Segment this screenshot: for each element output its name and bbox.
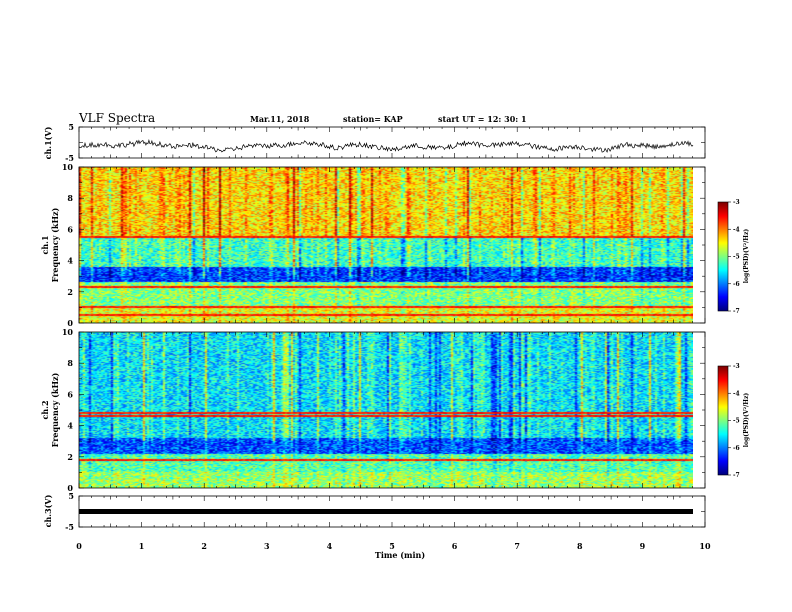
spec2-axis-label-freq: Frequency (kHz) xyxy=(50,372,60,447)
ch1-waveform-line xyxy=(78,139,694,153)
colorbar-ch1-tick-label: -3 xyxy=(733,199,740,206)
spec2-y-tick-label: 4 xyxy=(67,421,73,431)
colorbar-ch2 xyxy=(717,365,729,476)
panel-frame-s1 xyxy=(78,166,706,324)
colorbar-ch1-tick-label: -5 xyxy=(733,254,740,261)
x-tick-label: 8 xyxy=(577,541,583,551)
x-tick-label: 1 xyxy=(139,541,145,551)
frame-layer xyxy=(78,126,706,528)
spec2-axis-label-ch: ch.2 xyxy=(40,400,50,419)
waveform-layer xyxy=(78,139,694,514)
panel-frame-w1 xyxy=(78,126,706,159)
spec1-y-tick-label: 2 xyxy=(67,287,73,297)
spec1-axis-label-freq: Frequency (kHz) xyxy=(50,207,60,282)
x-tick-label: 9 xyxy=(640,541,646,551)
colorbar-ch2-tick-label: -6 xyxy=(733,445,740,452)
x-tick-label: 4 xyxy=(327,541,333,551)
colorbar-ch2-tick-label: -3 xyxy=(733,363,740,370)
spec1-y-tick-label: 0 xyxy=(67,318,73,328)
ch3-y-tick-label: -5 xyxy=(65,522,74,532)
start-time-label: start UT = 12: 30: 1 xyxy=(438,114,527,124)
x-tick-label: 5 xyxy=(389,541,395,551)
spec1-y-tick-label: 8 xyxy=(67,193,73,203)
x-tick-label: 3 xyxy=(264,541,270,551)
ch1-y-tick-label: -5 xyxy=(65,153,74,163)
panel-frame-w3 xyxy=(78,495,706,528)
spec1-y-tick-label: 6 xyxy=(67,224,73,234)
x-axis-label: Time (min) xyxy=(375,550,425,560)
spec1-y-tick-label: 4 xyxy=(67,256,73,266)
station-label: station= KAP xyxy=(343,114,403,124)
spec2-y-tick-label: 8 xyxy=(67,358,73,368)
ch3-axis-label: ch.3(V) xyxy=(43,494,53,527)
ch3-y-tick-label: 5 xyxy=(68,491,74,501)
figure-title: VLF Spectra xyxy=(78,111,155,125)
x-tick-label: 0 xyxy=(76,541,82,551)
ch1-axis-label: ch.1(V) xyxy=(43,126,53,159)
colorbar-ch2-tick-label: -5 xyxy=(733,418,740,425)
ch1-y-tick-label: 5 xyxy=(68,122,74,132)
x-tick-label: 7 xyxy=(514,541,520,551)
x-tick-label: 2 xyxy=(201,541,207,551)
colorbar-ch1-tick-label: -7 xyxy=(733,308,740,315)
colorbar-ch2-title: log(PSD)(V²/Hz) xyxy=(743,393,750,448)
date-label: Mar.11, 2018 xyxy=(250,114,310,124)
spectrogram-ch2 xyxy=(79,332,693,488)
spectrogram-ch1 xyxy=(79,167,693,323)
x-tick-label: 10 xyxy=(699,541,711,551)
x-tick-label: 6 xyxy=(452,541,458,551)
spec1-y-tick-label: 10 xyxy=(62,162,74,172)
colorbar-ch2-tick-label: -7 xyxy=(733,472,740,479)
colorbar-ch1 xyxy=(717,201,729,312)
colorbar-ch1-title: log(PSD)(V²/Hz) xyxy=(743,229,750,284)
spec2-y-tick-label: 10 xyxy=(62,327,74,337)
spec1-axis-label-ch: ch.1 xyxy=(40,235,50,254)
colorbar-ch1-tick-label: -4 xyxy=(733,226,740,233)
colorbar-ch2-tick-label: -4 xyxy=(733,390,740,397)
spec2-y-tick-label: 2 xyxy=(67,452,73,462)
panel-frame-s2 xyxy=(78,331,706,489)
spec2-y-tick-label: 6 xyxy=(67,389,73,399)
spec2-y-tick-label: 0 xyxy=(67,483,73,493)
colorbar-ch1-tick-label: -6 xyxy=(733,281,740,288)
